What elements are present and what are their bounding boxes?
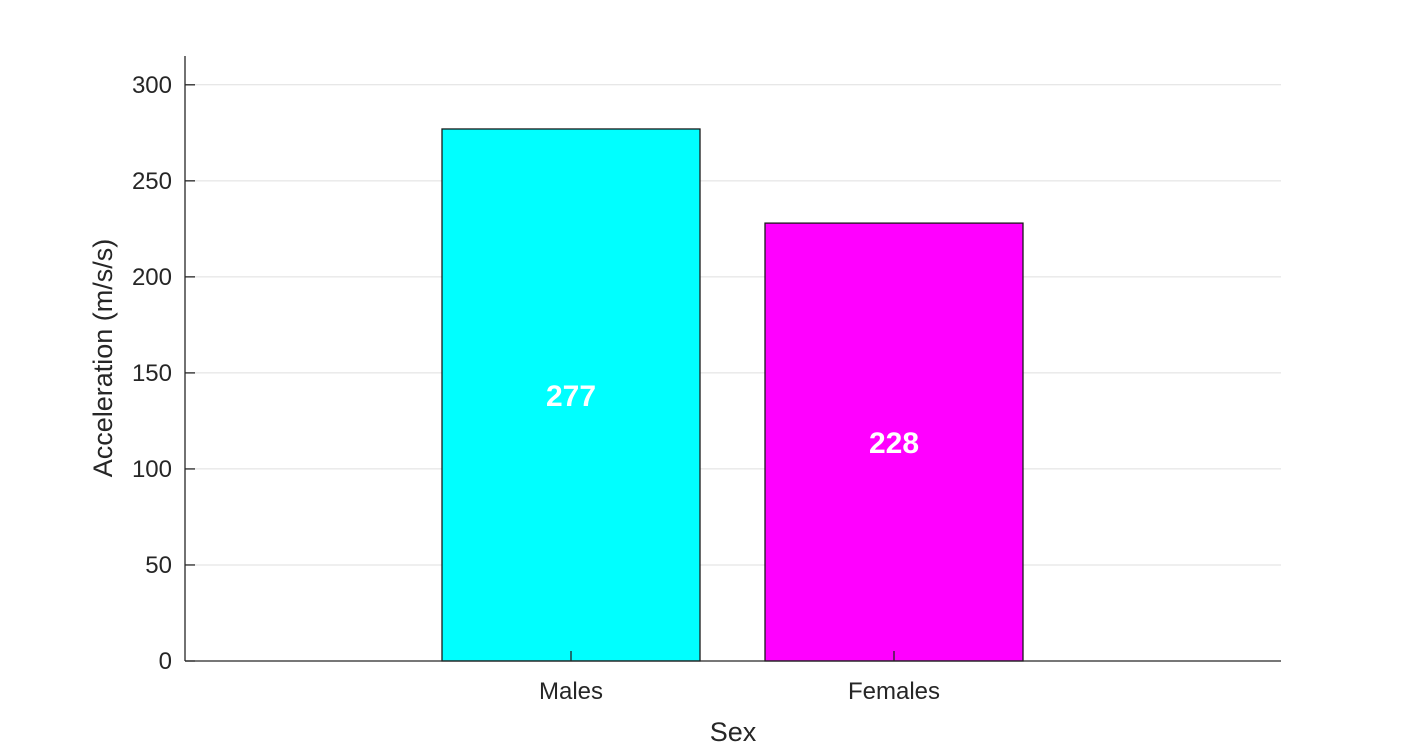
x-axis-title: Sex xyxy=(710,717,757,747)
x-tick-label: Females xyxy=(848,678,940,705)
x-tick-label: Males xyxy=(539,678,603,705)
data-label: 277 xyxy=(546,380,596,413)
y-tick-label: 250 xyxy=(132,168,172,195)
y-tick-label: 50 xyxy=(145,552,172,579)
y-axis-title: Acceleration (m/s/s) xyxy=(88,239,118,478)
y-tick-label: 100 xyxy=(132,456,172,483)
bar-females xyxy=(764,222,1024,662)
y-tick-label: 150 xyxy=(132,360,172,387)
bar-series xyxy=(441,128,1024,662)
y-tick-labels: 0 50 100 150 200 250 300 xyxy=(132,72,195,675)
x-tick-labels: Males Females xyxy=(539,651,940,705)
data-label: 228 xyxy=(869,427,919,460)
axes xyxy=(184,56,1281,662)
data-labels: 277 228 xyxy=(546,380,919,460)
y-tick-label: 200 xyxy=(132,264,172,291)
y-tick-label: 0 xyxy=(159,648,172,675)
y-gridlines xyxy=(185,84,1281,566)
y-tick-label: 300 xyxy=(132,72,172,99)
bar-males xyxy=(441,128,701,662)
